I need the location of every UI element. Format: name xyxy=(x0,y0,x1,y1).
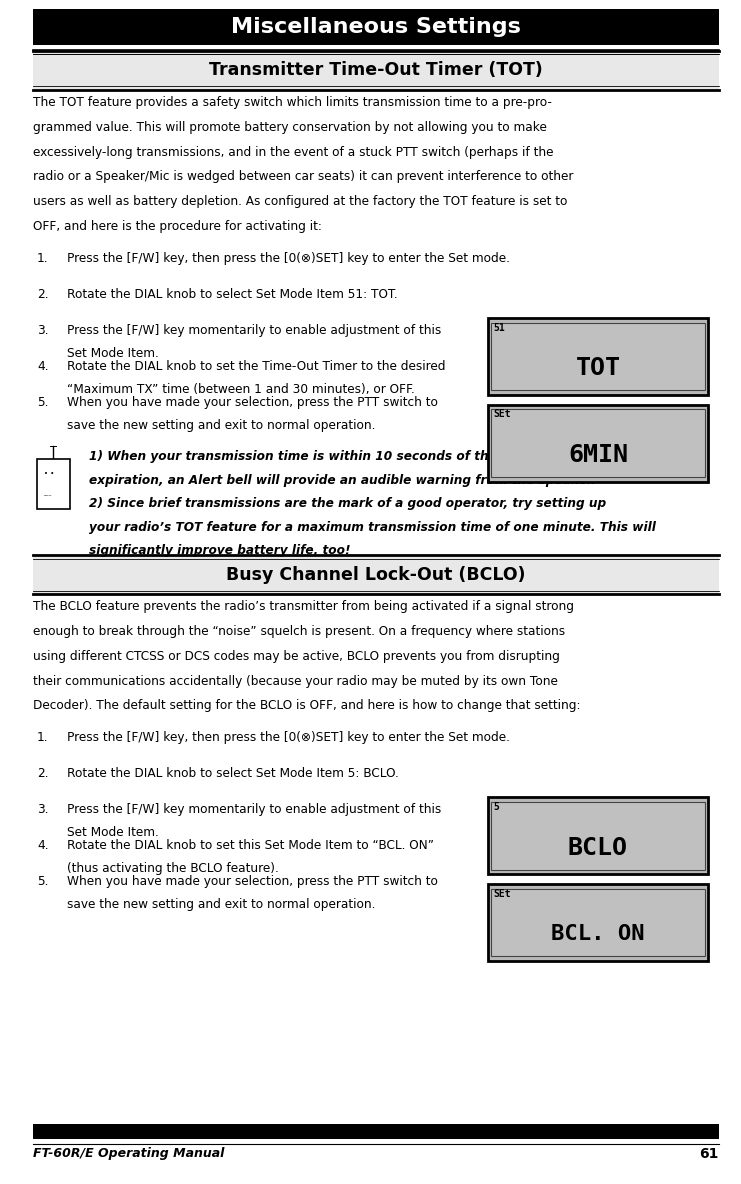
Text: save the new setting and exit to normal operation.: save the new setting and exit to normal … xyxy=(67,419,375,432)
Text: Set Mode Item.: Set Mode Item. xyxy=(67,347,159,360)
Text: 61: 61 xyxy=(700,1147,719,1162)
Text: 2.: 2. xyxy=(37,288,49,301)
Text: 5.: 5. xyxy=(37,875,48,888)
Text: SEt: SEt xyxy=(494,410,511,419)
Text: Set Mode Item.: Set Mode Item. xyxy=(67,826,159,839)
Text: radio or a Speaker/Mic is wedged between car seats) it can prevent interference : radio or a Speaker/Mic is wedged between… xyxy=(33,170,574,184)
Text: using different CTCSS or DCS codes may be active, BCLO prevents you from disrupt: using different CTCSS or DCS codes may b… xyxy=(33,650,560,663)
Bar xyxy=(491,889,705,957)
Text: their communications accidentally (because your radio may be muted by its own To: their communications accidentally (becau… xyxy=(33,675,558,688)
Text: 5: 5 xyxy=(494,803,499,812)
Bar xyxy=(33,555,719,594)
Text: Rotate the DIAL knob to set the Time-Out Timer to the desired: Rotate the DIAL knob to set the Time-Out… xyxy=(67,360,445,373)
Text: When you have made your selection, press the PTT switch to: When you have made your selection, press… xyxy=(67,397,438,410)
Bar xyxy=(488,318,708,395)
Text: 1.: 1. xyxy=(37,732,49,745)
Text: 4.: 4. xyxy=(37,360,49,373)
Bar xyxy=(488,884,708,961)
Text: 51: 51 xyxy=(494,323,505,333)
Text: Press the [F/W] key, then press the [0(⊗)SET] key to enter the Set mode.: Press the [F/W] key, then press the [0(⊗… xyxy=(67,732,510,745)
Bar xyxy=(488,798,708,875)
Text: 6MIN: 6MIN xyxy=(568,443,628,466)
Bar xyxy=(37,459,70,509)
Bar xyxy=(488,405,708,482)
Text: The TOT feature provides a safety switch which limits transmission time to a pre: The TOT feature provides a safety switch… xyxy=(33,96,552,109)
Text: When you have made your selection, press the PTT switch to: When you have made your selection, press… xyxy=(67,875,438,888)
Text: Press the [F/W] key, then press the [0(⊗)SET] key to enter the Set mode.: Press the [F/W] key, then press the [0(⊗… xyxy=(67,252,510,265)
Text: Busy Channel Lock-Out (BCLO): Busy Channel Lock-Out (BCLO) xyxy=(226,566,526,584)
Text: (thus activating the BCLO feature).: (thus activating the BCLO feature). xyxy=(67,862,279,875)
Text: • •: • • xyxy=(44,471,55,477)
Text: 4.: 4. xyxy=(37,839,49,852)
Text: users as well as battery depletion. As configured at the factory the TOT feature: users as well as battery depletion. As c… xyxy=(33,195,568,208)
Text: ___: ___ xyxy=(43,491,51,496)
Text: 3.: 3. xyxy=(37,324,49,337)
Text: Rotate the DIAL knob to select Set Mode Item 5: BCLO.: Rotate the DIAL knob to select Set Mode … xyxy=(67,767,399,780)
Text: OFF, and here is the procedure for activating it:: OFF, and here is the procedure for activ… xyxy=(33,220,322,233)
Text: 1.: 1. xyxy=(37,252,49,265)
Text: 5.: 5. xyxy=(37,397,48,410)
Text: BCLO: BCLO xyxy=(568,836,628,860)
Text: enough to break through the “noise” squelch is present. On a frequency where sta: enough to break through the “noise” sque… xyxy=(33,625,565,638)
Text: SEt: SEt xyxy=(494,889,511,899)
Text: “Maximum TX” time (between 1 and 30 minutes), or OFF.: “Maximum TX” time (between 1 and 30 minu… xyxy=(67,382,414,395)
Text: Miscellaneous Settings: Miscellaneous Settings xyxy=(231,18,521,37)
Bar xyxy=(33,1124,719,1139)
Text: Rotate the DIAL knob to select Set Mode Item 51: TOT.: Rotate the DIAL knob to select Set Mode … xyxy=(67,288,397,301)
Text: excessively-long transmissions, and in the event of a stuck PTT switch (perhaps : excessively-long transmissions, and in t… xyxy=(33,146,554,159)
Text: 2) Since brief transmissions are the mark of a good operator, try setting up: 2) Since brief transmissions are the mar… xyxy=(89,497,606,510)
Text: your radio’s TOT feature for a maximum transmission time of one minute. This wil: your radio’s TOT feature for a maximum t… xyxy=(89,521,656,534)
Text: 3.: 3. xyxy=(37,804,49,817)
Text: Rotate the DIAL knob to set this Set Mode Item to “BCL. ON”: Rotate the DIAL knob to set this Set Mod… xyxy=(67,839,433,852)
Bar xyxy=(491,803,705,870)
Text: Press the [F/W] key momentarily to enable adjustment of this: Press the [F/W] key momentarily to enabl… xyxy=(67,804,441,817)
Bar xyxy=(33,9,719,45)
Text: 2.: 2. xyxy=(37,767,49,780)
Text: BCL. ON: BCL. ON xyxy=(551,924,645,944)
Text: Decoder). The default setting for the BCLO is OFF, and here is how to change tha: Decoder). The default setting for the BC… xyxy=(33,700,581,713)
Text: TOT: TOT xyxy=(576,356,620,380)
Text: The BCLO feature prevents the radio’s transmitter from being activated if a sign: The BCLO feature prevents the radio’s tr… xyxy=(33,600,574,613)
Text: grammed value. This will promote battery conservation by not allowing you to mak: grammed value. This will promote battery… xyxy=(33,121,547,134)
Text: 1) When your transmission time is within 10 seconds of the Time-Out Timer: 1) When your transmission time is within… xyxy=(89,450,608,463)
Bar xyxy=(491,410,705,477)
Bar xyxy=(33,51,719,90)
Text: Press the [F/W] key momentarily to enable adjustment of this: Press the [F/W] key momentarily to enabl… xyxy=(67,324,441,337)
Text: expiration, an Alert bell will provide an audible warning from the speaker.: expiration, an Alert bell will provide a… xyxy=(89,474,596,487)
Text: Transmitter Time-Out Timer (TOT): Transmitter Time-Out Timer (TOT) xyxy=(209,62,543,79)
Text: FT-60R/E Operating Manual: FT-60R/E Operating Manual xyxy=(33,1147,225,1160)
Bar xyxy=(491,323,705,391)
Text: save the new setting and exit to normal operation.: save the new setting and exit to normal … xyxy=(67,897,375,910)
Text: significantly improve battery life, too!: significantly improve battery life, too! xyxy=(89,545,350,558)
